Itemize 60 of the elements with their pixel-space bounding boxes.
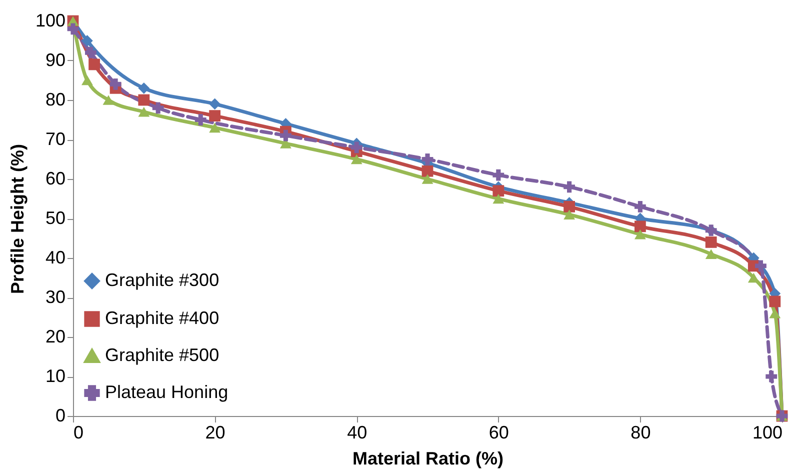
y-axis-title: Profile Height (%)	[7, 144, 28, 294]
y-tick-label: 70	[45, 129, 66, 149]
point	[492, 185, 504, 197]
legend-label: Plateau Honing	[105, 382, 228, 402]
x-tick-label: 40	[347, 422, 368, 442]
x-axis-title: Material Ratio (%)	[352, 448, 504, 468]
point	[138, 82, 150, 94]
point	[209, 98, 220, 110]
point	[209, 122, 220, 133]
point	[152, 102, 164, 114]
y-tick-label: 30	[45, 287, 66, 307]
point	[492, 169, 504, 181]
y-tick-label: 50	[45, 208, 66, 228]
point	[280, 130, 292, 142]
point	[350, 154, 362, 164]
x-tick-label: 20	[205, 422, 226, 442]
y-tick-label: 10	[45, 366, 66, 386]
point	[194, 114, 206, 126]
x-tick-label: 100	[752, 422, 782, 442]
point	[769, 296, 781, 308]
point	[209, 110, 220, 122]
y-tick-label: 20	[45, 326, 66, 346]
x-tick-label: 80	[630, 422, 651, 442]
point	[634, 229, 646, 240]
point	[81, 75, 93, 86]
point	[766, 370, 778, 382]
y-tick-label: 100	[35, 10, 66, 30]
point	[564, 181, 575, 193]
point	[138, 106, 150, 117]
point	[81, 35, 93, 46]
x-tick-label: 60	[488, 422, 509, 442]
point	[634, 220, 646, 232]
point	[102, 95, 114, 105]
point	[67, 23, 79, 35]
point	[85, 46, 96, 58]
x-tick-label: 0	[74, 422, 84, 442]
y-tick-label: 40	[45, 248, 66, 268]
point	[705, 236, 717, 248]
point	[422, 174, 434, 184]
point	[634, 200, 646, 212]
point	[422, 154, 434, 165]
legend-label: Graphite #500	[105, 345, 220, 365]
point	[492, 194, 504, 204]
point	[138, 94, 150, 106]
point	[769, 308, 781, 318]
point	[564, 200, 575, 212]
point	[88, 58, 100, 70]
point	[755, 260, 766, 272]
point	[748, 272, 760, 283]
y-tick-label: 0	[55, 406, 66, 426]
point	[564, 210, 575, 220]
point	[350, 142, 362, 154]
legend-label: Graphite #300	[105, 270, 220, 290]
point	[110, 78, 122, 90]
point	[422, 165, 434, 177]
y-tick-label: 90	[45, 50, 66, 70]
y-tick-label: 80	[45, 90, 66, 110]
point	[705, 249, 717, 259]
legend-label: Graphite #400	[105, 308, 220, 328]
y-tick-label: 60	[45, 168, 66, 188]
